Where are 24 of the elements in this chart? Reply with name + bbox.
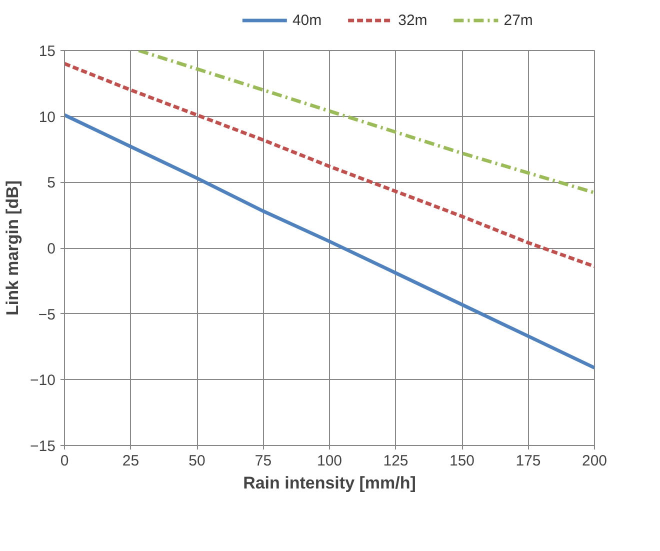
x-tick-label: 125 — [383, 452, 408, 470]
x-tick-label: 25 — [122, 452, 140, 470]
y-tick-label: 5 — [47, 174, 56, 192]
x-tick-label: 200 — [582, 452, 608, 470]
y-tick-label: 10 — [38, 108, 56, 126]
legend-label: 40m — [292, 12, 322, 29]
y-axis-title: Link margin [dB] — [3, 180, 22, 316]
x-tick-label: 150 — [449, 452, 475, 470]
x-tick-label: 0 — [60, 452, 69, 470]
x-tick-label: 100 — [316, 452, 342, 470]
y-tick-label: −15 — [30, 438, 56, 455]
y-tick-label: 0 — [47, 240, 56, 258]
y-tick-label: −10 — [30, 372, 56, 390]
line-series — [64, 62, 594, 268]
y-tick-label: 15 — [38, 43, 56, 60]
x-axis-title: Rain intensity [mm/h] — [243, 474, 416, 492]
x-tick-label: 50 — [188, 452, 206, 470]
line-series — [64, 113, 594, 370]
x-tick-label: 75 — [254, 452, 272, 470]
y-tick-label: −5 — [38, 306, 56, 324]
legend-label: 27m — [504, 12, 533, 29]
legend-label: 32m — [398, 12, 428, 29]
line-series — [136, 50, 594, 194]
x-tick-label: 175 — [516, 452, 541, 470]
